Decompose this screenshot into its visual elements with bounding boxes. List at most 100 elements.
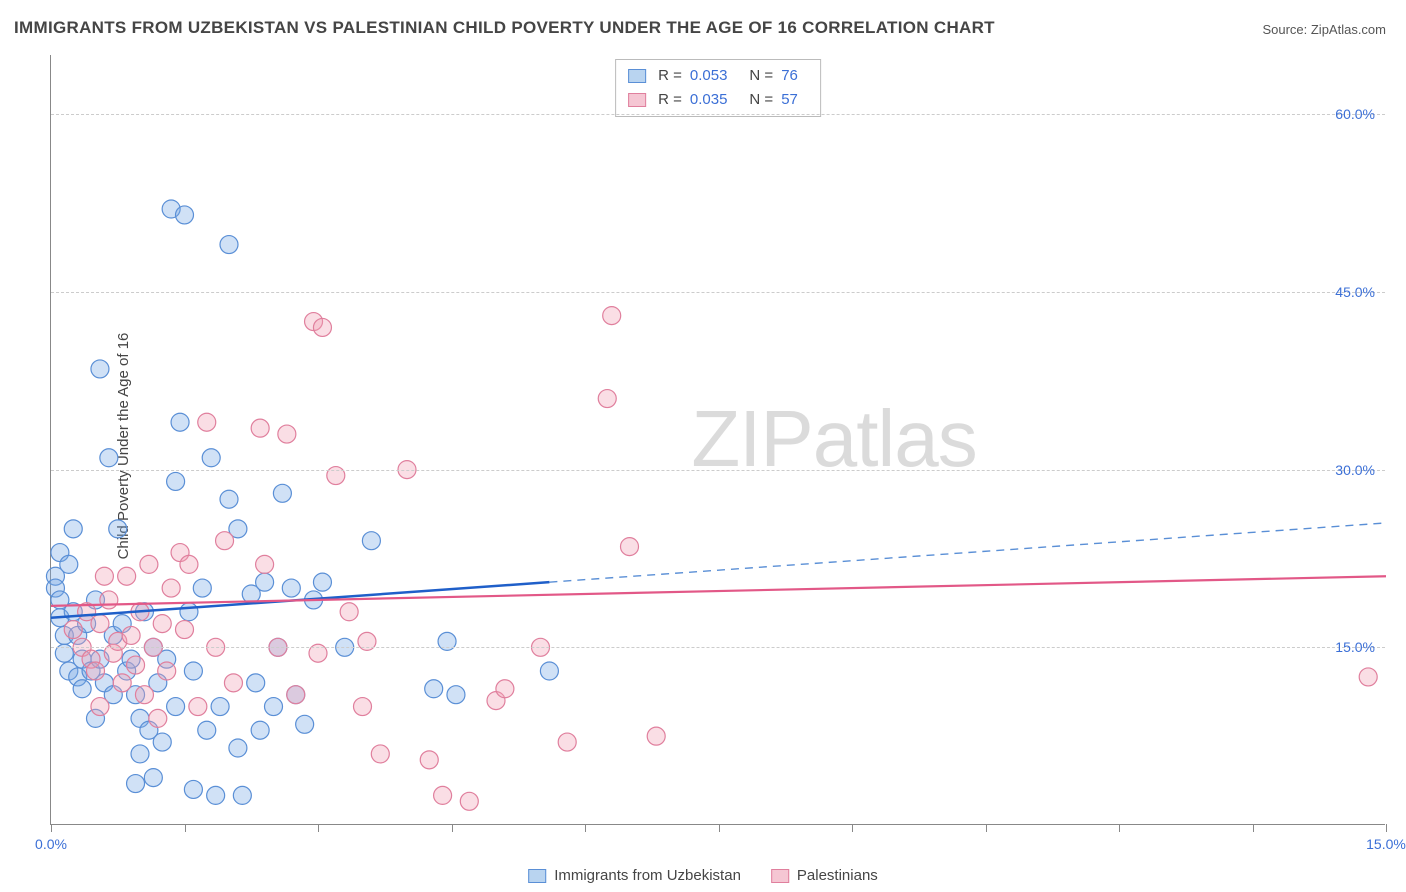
data-point — [558, 733, 576, 751]
data-point — [496, 680, 514, 698]
data-point — [109, 520, 127, 538]
data-point — [220, 490, 238, 508]
gridline — [51, 292, 1385, 293]
data-point — [113, 674, 131, 692]
x-tick — [719, 824, 720, 832]
data-point — [340, 603, 358, 621]
legend-item-a: Immigrants from Uzbekistan — [528, 867, 741, 884]
data-point — [425, 680, 443, 698]
data-point — [176, 621, 194, 639]
data-point — [247, 674, 265, 692]
data-point — [371, 745, 389, 763]
data-point — [621, 538, 639, 556]
legend-swatch-b — [771, 869, 789, 883]
data-point — [118, 567, 136, 585]
data-point — [171, 413, 189, 431]
data-point — [91, 698, 109, 716]
y-tick-label: 30.0% — [1335, 462, 1375, 478]
data-point — [296, 715, 314, 733]
data-point — [144, 769, 162, 787]
data-point — [202, 449, 220, 467]
data-point — [287, 686, 305, 704]
x-tick — [986, 824, 987, 832]
data-point — [198, 413, 216, 431]
source-link[interactable]: ZipAtlas.com — [1311, 22, 1386, 37]
data-point — [265, 698, 283, 716]
data-point — [362, 532, 380, 550]
data-point — [153, 733, 171, 751]
data-point — [198, 721, 216, 739]
x-tick — [51, 824, 52, 832]
data-point — [87, 662, 105, 680]
data-point — [95, 567, 113, 585]
data-point — [354, 698, 372, 716]
legend-swatch-a — [528, 869, 546, 883]
data-point — [207, 786, 225, 804]
data-point — [1359, 668, 1377, 686]
gridline — [51, 114, 1385, 115]
x-tick — [452, 824, 453, 832]
data-point — [127, 656, 145, 674]
legend-item-b: Palestinians — [771, 867, 878, 884]
data-point — [193, 579, 211, 597]
plot-area: ZIPatlas R = 0.053 N = 76 R = 0.035 N = … — [50, 55, 1385, 825]
data-point — [603, 307, 621, 325]
data-point — [184, 662, 202, 680]
data-point — [233, 786, 251, 804]
data-point — [184, 780, 202, 798]
data-point — [256, 555, 274, 573]
source-prefix: Source: — [1262, 22, 1310, 37]
x-tick — [852, 824, 853, 832]
legend-label-a: Immigrants from Uzbekistan — [554, 867, 741, 884]
x-tick — [1119, 824, 1120, 832]
data-point — [127, 775, 145, 793]
data-point — [91, 360, 109, 378]
gridline — [51, 647, 1385, 648]
data-point — [647, 727, 665, 745]
y-tick-label: 15.0% — [1335, 639, 1375, 655]
data-point — [176, 206, 194, 224]
data-point — [73, 680, 91, 698]
data-point — [224, 674, 242, 692]
source-attribution: Source: ZipAtlas.com — [1262, 22, 1386, 37]
data-point — [598, 390, 616, 408]
data-point — [131, 745, 149, 763]
data-point — [251, 721, 269, 739]
data-point — [180, 555, 198, 573]
data-point — [100, 449, 118, 467]
data-point — [278, 425, 296, 443]
data-point — [100, 591, 118, 609]
legend-label-b: Palestinians — [797, 867, 878, 884]
data-point — [251, 419, 269, 437]
x-tick — [185, 824, 186, 832]
data-point — [220, 236, 238, 254]
data-point — [135, 686, 153, 704]
x-tick — [318, 824, 319, 832]
data-point — [140, 555, 158, 573]
data-point — [460, 792, 478, 810]
trend-line — [549, 523, 1386, 582]
chart-title: IMMIGRANTS FROM UZBEKISTAN VS PALESTINIA… — [14, 18, 995, 38]
data-point — [64, 520, 82, 538]
data-point — [149, 709, 167, 727]
data-point — [64, 621, 82, 639]
x-tick — [1253, 824, 1254, 832]
data-point — [540, 662, 558, 680]
data-point — [216, 532, 234, 550]
data-point — [434, 786, 452, 804]
data-point — [60, 555, 78, 573]
data-point — [122, 626, 140, 644]
data-point — [167, 698, 185, 716]
data-point — [91, 615, 109, 633]
x-tick-label: 15.0% — [1366, 836, 1406, 852]
x-tick — [1386, 824, 1387, 832]
data-point — [273, 484, 291, 502]
bottom-legend: Immigrants from Uzbekistan Palestinians — [528, 867, 878, 884]
data-point — [229, 739, 247, 757]
data-point — [189, 698, 207, 716]
data-point — [153, 615, 171, 633]
data-point — [167, 472, 185, 490]
data-point — [313, 573, 331, 591]
data-point — [256, 573, 274, 591]
y-tick-label: 45.0% — [1335, 284, 1375, 300]
